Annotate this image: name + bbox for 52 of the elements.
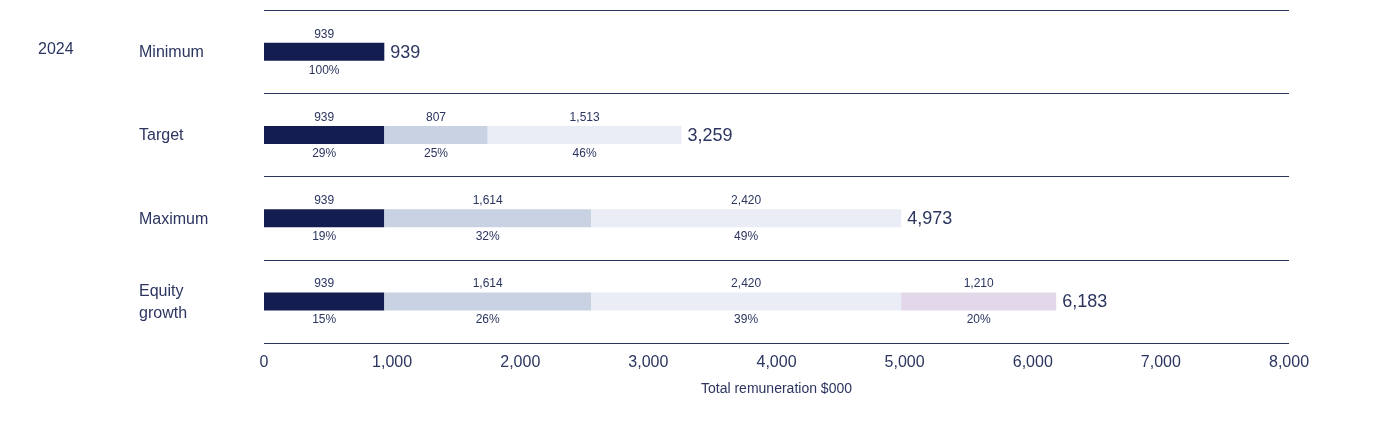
annotation: 100% [308,62,340,77]
bar [264,42,385,61]
data-label: 939 [314,276,335,291]
annotation: 29% [312,145,337,160]
bar [591,209,902,228]
x-axis-title: Total remuneration $000 [701,380,853,396]
data-label: 2,420 [731,193,762,208]
data-label: 807 [425,109,447,124]
data-label: 939 [390,41,421,62]
annotation: 32% [475,229,501,244]
data-label: 1,614 [472,193,504,208]
data-label: 1,513 [569,109,600,124]
bar [384,125,488,144]
y-tick-label: Target [139,126,185,144]
y-tick-label: Equity growth [139,281,188,321]
x-tick-label: 7,000 [1140,352,1181,370]
y-tick-label: Minimum [139,43,204,61]
data-label: 1,210 [963,276,995,291]
total-label: 3,259 [687,124,733,145]
x-tick-label: 8,000 [1268,352,1310,370]
annotation: 20% [966,312,992,327]
y-tick-label: Maximum [139,209,209,227]
bar [384,292,592,311]
total-label: 939 [314,26,335,41]
bar [591,292,902,311]
data-label: 939 [314,193,335,208]
x-tick-label: 3,000 [628,352,669,370]
x-tick-label: 5,000 [884,352,925,370]
annotation: 46% [572,145,597,160]
annotation: 49% [734,229,759,244]
x-tick-label: 6,000 [1012,352,1053,370]
total-label: 4,973 [907,208,953,229]
data-label: 2,420 [731,276,762,291]
annotation: 39% [734,312,759,327]
text: 2024 [38,39,74,57]
bar [487,125,682,144]
annotation: 19% [312,229,337,244]
x-tick-label: 4,000 [756,352,797,370]
bar [384,209,592,228]
x-tick-label: 2,000 [500,352,541,370]
bar [264,209,385,228]
x-tick-label: 1,000 [372,352,413,370]
data-label: 939 [314,109,335,124]
data-label: 1,614 [472,276,504,291]
bar [901,292,1057,311]
bar [264,292,385,311]
bar [264,125,385,144]
annotation: 26% [475,312,501,327]
annotation: 25% [423,145,449,160]
total-label: 6,183 [1062,291,1108,312]
annotation: 15% [312,312,337,327]
x-tick-label: 0 [259,352,269,370]
